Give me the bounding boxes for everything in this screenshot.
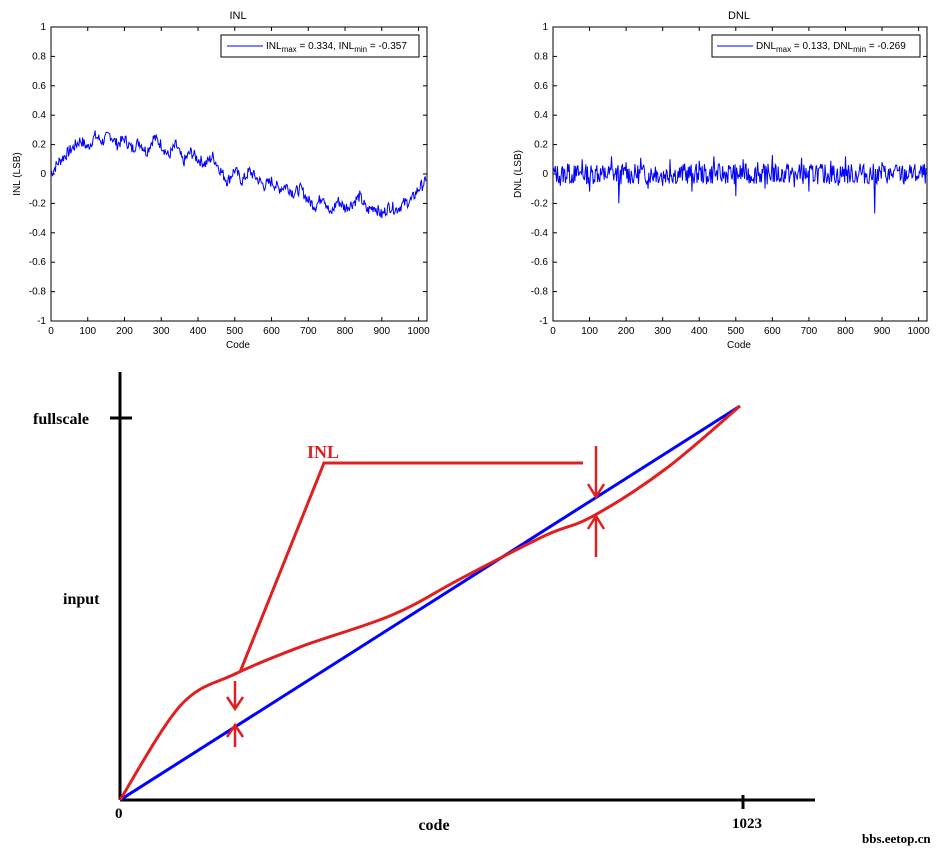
fullscale-label: fullscale xyxy=(33,411,89,428)
dnl-y-tick-label: 0 xyxy=(542,169,548,180)
inl-x-tick-label: 200 xyxy=(116,326,133,337)
dnl-y-tick-labels: 1 0.8 0.6 0.4 0.2 0 -0.2 -0.4 -0.6 -0.8 -1 xyxy=(531,22,549,327)
dnl-y-tick-label: 1 xyxy=(542,22,548,33)
inl-legend-min-sub: min xyxy=(354,45,367,54)
dnl-x-tick-label: 700 xyxy=(801,326,818,337)
dnl-ticks xyxy=(552,26,927,322)
dnl-legend-max-sub: max xyxy=(776,45,791,54)
left-bottom-arrowhead xyxy=(225,722,245,738)
inl-x-tick-label: 100 xyxy=(79,326,96,337)
dnl-legend-min-text: = -0.269 xyxy=(866,41,906,52)
inl-legend-box xyxy=(220,34,420,58)
dnl-x-tick-label: 900 xyxy=(874,326,891,337)
inl-ylabel: INL (LSB) xyxy=(12,152,23,196)
dnl-legend-text: DNLmax = 0.133, DNLmin = -0.269 xyxy=(756,41,906,54)
transfer-diagram: fullscale input 0 code 1023 INL xyxy=(33,372,815,834)
inl-legend-prefix: INL xyxy=(266,41,282,52)
dnl-legend-prefix: DNL xyxy=(756,41,776,52)
inl-y-tick-label: -0.4 xyxy=(29,228,47,239)
inl-x-tick-label: 600 xyxy=(263,326,280,337)
inl-y-tick-label: 0 xyxy=(40,169,46,180)
inl-x-tick-label: 0 xyxy=(48,326,54,337)
dnl-legend-min-sub: min xyxy=(853,45,866,54)
dnl-x-tick-labels: 0 100 200 300 400 500 600 700 800 900 1000 xyxy=(550,326,930,337)
inl-legend-max-sub: max xyxy=(282,45,297,54)
inl-y-tick-label: 0.4 xyxy=(32,110,46,121)
ideal-transfer-line xyxy=(119,404,741,802)
inl-y-tick-label: -0.2 xyxy=(29,198,47,209)
right-bottom-arrowhead xyxy=(586,513,606,530)
dnl-x-tick-label: 800 xyxy=(837,326,854,337)
code-label: code xyxy=(418,817,449,834)
dnl-x-tick-label: 400 xyxy=(691,326,708,337)
inl-legend-text: INLmax = 0.334, INLmin = -0.357 xyxy=(266,41,407,54)
dnl-legend-box xyxy=(711,34,921,58)
dnl-legend: DNLmax = 0.133, DNLmin = -0.269 xyxy=(711,34,921,58)
inl-x-tick-label: 900 xyxy=(373,326,390,337)
inl-y-tick-label: 0.6 xyxy=(32,81,46,92)
dnl-plot: DNL 0 100 200 300 400 500 600 700 800 900 1000 1 0.… xyxy=(513,10,930,351)
inl-y-tick-label: -1 xyxy=(37,316,46,327)
dnl-y-tick-label: -0.6 xyxy=(531,257,549,268)
dnl-x-tick-label: 600 xyxy=(764,326,781,337)
left-top-arrowhead xyxy=(225,696,245,712)
dnl-y-tick-label: 0.2 xyxy=(534,140,548,151)
inl-callout-leader xyxy=(238,461,583,673)
inl-xlabel: Code xyxy=(226,340,250,351)
inl-callout-lines xyxy=(238,461,583,673)
inl-x-tick-label: 300 xyxy=(153,326,170,337)
watermark: bbs.eetop.cn xyxy=(862,831,931,846)
dnl-y-tick-label: -0.8 xyxy=(531,287,549,298)
dnl-y-tick-label: -1 xyxy=(539,316,548,327)
inl-x-tick-label: 700 xyxy=(300,326,317,337)
dnl-ylabel: DNL (LSB) xyxy=(513,150,524,198)
label-1023: 1023 xyxy=(732,816,762,832)
inl-arrows xyxy=(225,446,606,747)
inl-legend-min-text: = -0.357 xyxy=(367,41,407,52)
origin-label: 0 xyxy=(115,806,123,822)
inl-y-tick-label: 0.8 xyxy=(32,51,46,62)
inl-plot: INL 0 100 200 300 400 500 600 700 800 900 1000 1 0.… xyxy=(12,10,430,351)
inl-y-tick-label: -0.6 xyxy=(29,257,47,268)
inl-ticks xyxy=(50,26,427,322)
inl-x-tick-label: 500 xyxy=(226,326,243,337)
dnl-x-tick-label: 1000 xyxy=(907,326,930,337)
right-top-arrowhead xyxy=(586,483,606,500)
inl-legend: INLmax = 0.334, INLmin = -0.357 xyxy=(220,34,420,58)
inl-y-tick-labels: 1 0.8 0.6 0.4 0.2 0 -0.2 -0.4 -0.6 -0.8 -1 xyxy=(29,22,47,327)
input-label: input xyxy=(63,591,100,608)
actual-transfer-curve xyxy=(118,404,741,801)
inl-x-tick-label: 800 xyxy=(337,326,354,337)
inl-annotation-label: INL xyxy=(307,442,339,462)
dnl-y-tick-label: -0.4 xyxy=(531,228,549,239)
dnl-x-tick-label: 500 xyxy=(727,326,744,337)
dnl-y-tick-label: 0.6 xyxy=(534,81,548,92)
dnl-title: DNL xyxy=(728,10,750,22)
dnl-legend-max-text: = 0.133, DNL xyxy=(791,41,853,52)
dnl-x-tick-label: 100 xyxy=(581,326,598,337)
dnl-y-tick-label: -0.2 xyxy=(531,198,549,209)
inl-series-line xyxy=(50,130,427,219)
inl-x-tick-label: 400 xyxy=(190,326,207,337)
dnl-x-tick-label: 0 xyxy=(550,326,556,337)
dnl-series-line xyxy=(552,154,927,214)
dnl-xlabel: Code xyxy=(727,340,751,351)
inl-title: INL xyxy=(229,10,246,22)
inl-legend-max-text: = 0.334, INL xyxy=(297,41,355,52)
inl-x-tick-labels: 0 100 200 300 400 500 600 700 800 900 1000 xyxy=(48,326,430,337)
inl-y-tick-label: -0.8 xyxy=(29,287,47,298)
inl-y-tick-label: 0.2 xyxy=(32,140,46,151)
dnl-x-tick-label: 200 xyxy=(618,326,635,337)
inl-y-tick-label: 1 xyxy=(40,22,46,33)
dnl-y-tick-label: 0.4 xyxy=(534,110,548,121)
dnl-x-tick-label: 300 xyxy=(654,326,671,337)
dnl-y-tick-label: 0.8 xyxy=(534,51,548,62)
inl-x-tick-label: 1000 xyxy=(407,326,430,337)
